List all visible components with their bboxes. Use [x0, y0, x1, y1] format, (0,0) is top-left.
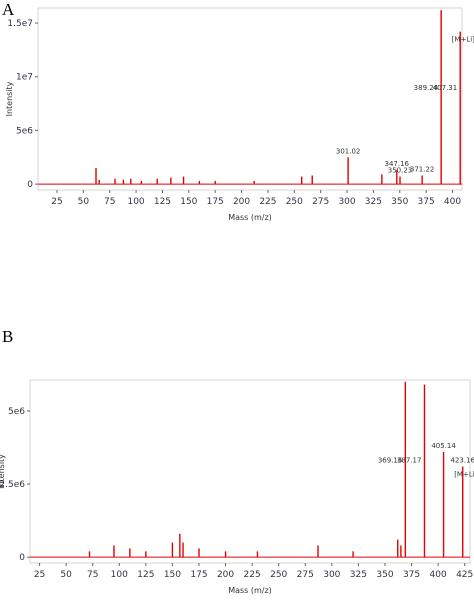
peak-label: 350.23	[388, 167, 413, 175]
peak-label: 405.14	[431, 442, 456, 450]
plot-frame	[37, 7, 463, 191]
x-axis-label: Mass (m/z)	[228, 213, 272, 222]
x-tick-label: 350	[376, 570, 393, 580]
peak-label: 347.16	[385, 160, 410, 168]
peak-label: 301.02	[336, 147, 361, 155]
peak-label: 369.16	[378, 456, 403, 464]
x-tick-label: 50	[78, 197, 90, 207]
x-tick-label: 25	[34, 570, 45, 580]
y-axis-label: Intensity	[0, 454, 6, 489]
x-tick-label: 175	[190, 570, 207, 580]
panel-letter: B	[2, 327, 13, 346]
x-tick-label: 375	[403, 570, 420, 580]
x-tick-label: 225	[259, 197, 276, 207]
peak-label: 371.22	[410, 166, 435, 174]
x-tick-label: 75	[104, 197, 115, 207]
x-tick-label: 125	[154, 197, 171, 207]
x-tick-label: 350	[391, 197, 408, 207]
x-tick-label: 250	[270, 570, 287, 580]
x-tick-label: 250	[286, 197, 303, 207]
x-tick-label: 200	[233, 197, 250, 207]
y-tick-label: 2.5e6	[0, 480, 25, 490]
x-tick-label: 425	[456, 570, 473, 580]
y-tick-label: 5e6	[16, 126, 33, 136]
x-tick-label: 75	[87, 570, 98, 580]
x-tick-label: 100	[127, 197, 144, 207]
y-tick-label: 0	[27, 180, 33, 190]
x-tick-label: 300	[323, 570, 340, 580]
peak-label: 407.31	[433, 84, 458, 92]
x-tick-label: 400	[444, 197, 461, 207]
x-tick-label: 325	[350, 570, 367, 580]
x-axis-label: Mass (m/z)	[228, 586, 272, 595]
x-tick-label: 125	[137, 570, 154, 580]
x-tick-label: 200	[217, 570, 234, 580]
x-tick-label: 150	[164, 570, 181, 580]
y-tick-label: 1e7	[16, 73, 33, 83]
y-axis-label: Intensity	[5, 81, 14, 116]
x-tick-label: 175	[207, 197, 224, 207]
y-tick-label: 1.5e7	[7, 19, 33, 29]
x-tick-label: 100	[111, 570, 128, 580]
peak-label: 423.16	[450, 457, 474, 465]
x-tick-label: 25	[51, 197, 62, 207]
x-tick-label: 150	[180, 197, 197, 207]
peak-label: 387.17	[397, 456, 422, 464]
panel-letter: A	[2, 0, 15, 19]
peak-label: 389.24	[414, 84, 439, 92]
x-tick-label: 400	[430, 570, 447, 580]
x-tick-label: 225	[244, 570, 261, 580]
plot-frame	[29, 379, 471, 564]
x-tick-label: 375	[418, 197, 435, 207]
x-tick-label: 300	[338, 197, 355, 207]
x-tick-label: 50	[60, 570, 72, 580]
x-tick-label: 275	[297, 570, 314, 580]
annotation: [M+Li]+	[452, 36, 474, 44]
y-tick-label: 0	[19, 553, 25, 563]
y-tick-label: 5e6	[8, 407, 25, 417]
annotation: [M+Li]+	[454, 471, 474, 479]
x-tick-label: 275	[312, 197, 329, 207]
x-tick-label: 325	[365, 197, 382, 207]
